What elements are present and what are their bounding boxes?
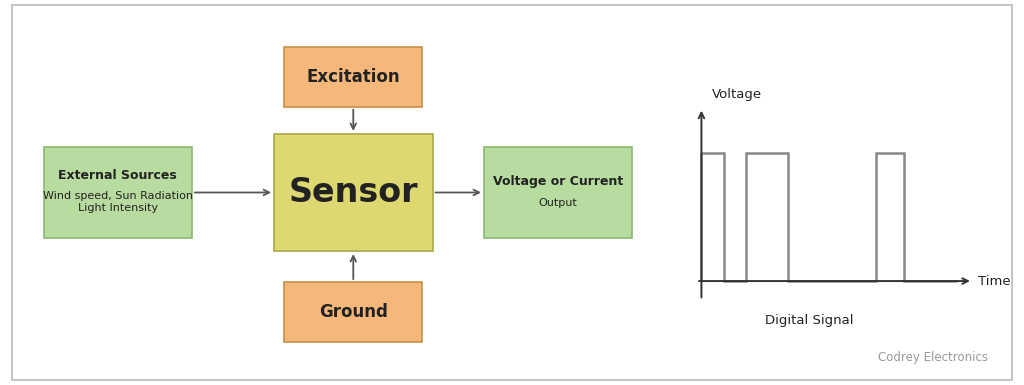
Bar [273,134,432,251]
Text: Output: Output [539,198,578,208]
Text: Sensor: Sensor [289,176,418,209]
Text: Time: Time [978,275,1011,288]
Bar [484,147,633,238]
Text: Codrey Electronics: Codrey Electronics [879,351,988,364]
Text: Digital Signal: Digital Signal [765,315,853,327]
Text: Voltage or Current: Voltage or Current [493,175,624,188]
Bar [44,147,193,238]
Text: Wind speed, Sun Radiation
Light Intensity: Wind speed, Sun Radiation Light Intensit… [43,191,193,213]
Bar [284,282,422,342]
Text: External Sources: External Sources [58,169,177,182]
Text: Excitation: Excitation [306,68,400,86]
Bar [284,47,422,107]
Text: Voltage: Voltage [712,89,762,101]
Text: Ground: Ground [318,303,388,321]
